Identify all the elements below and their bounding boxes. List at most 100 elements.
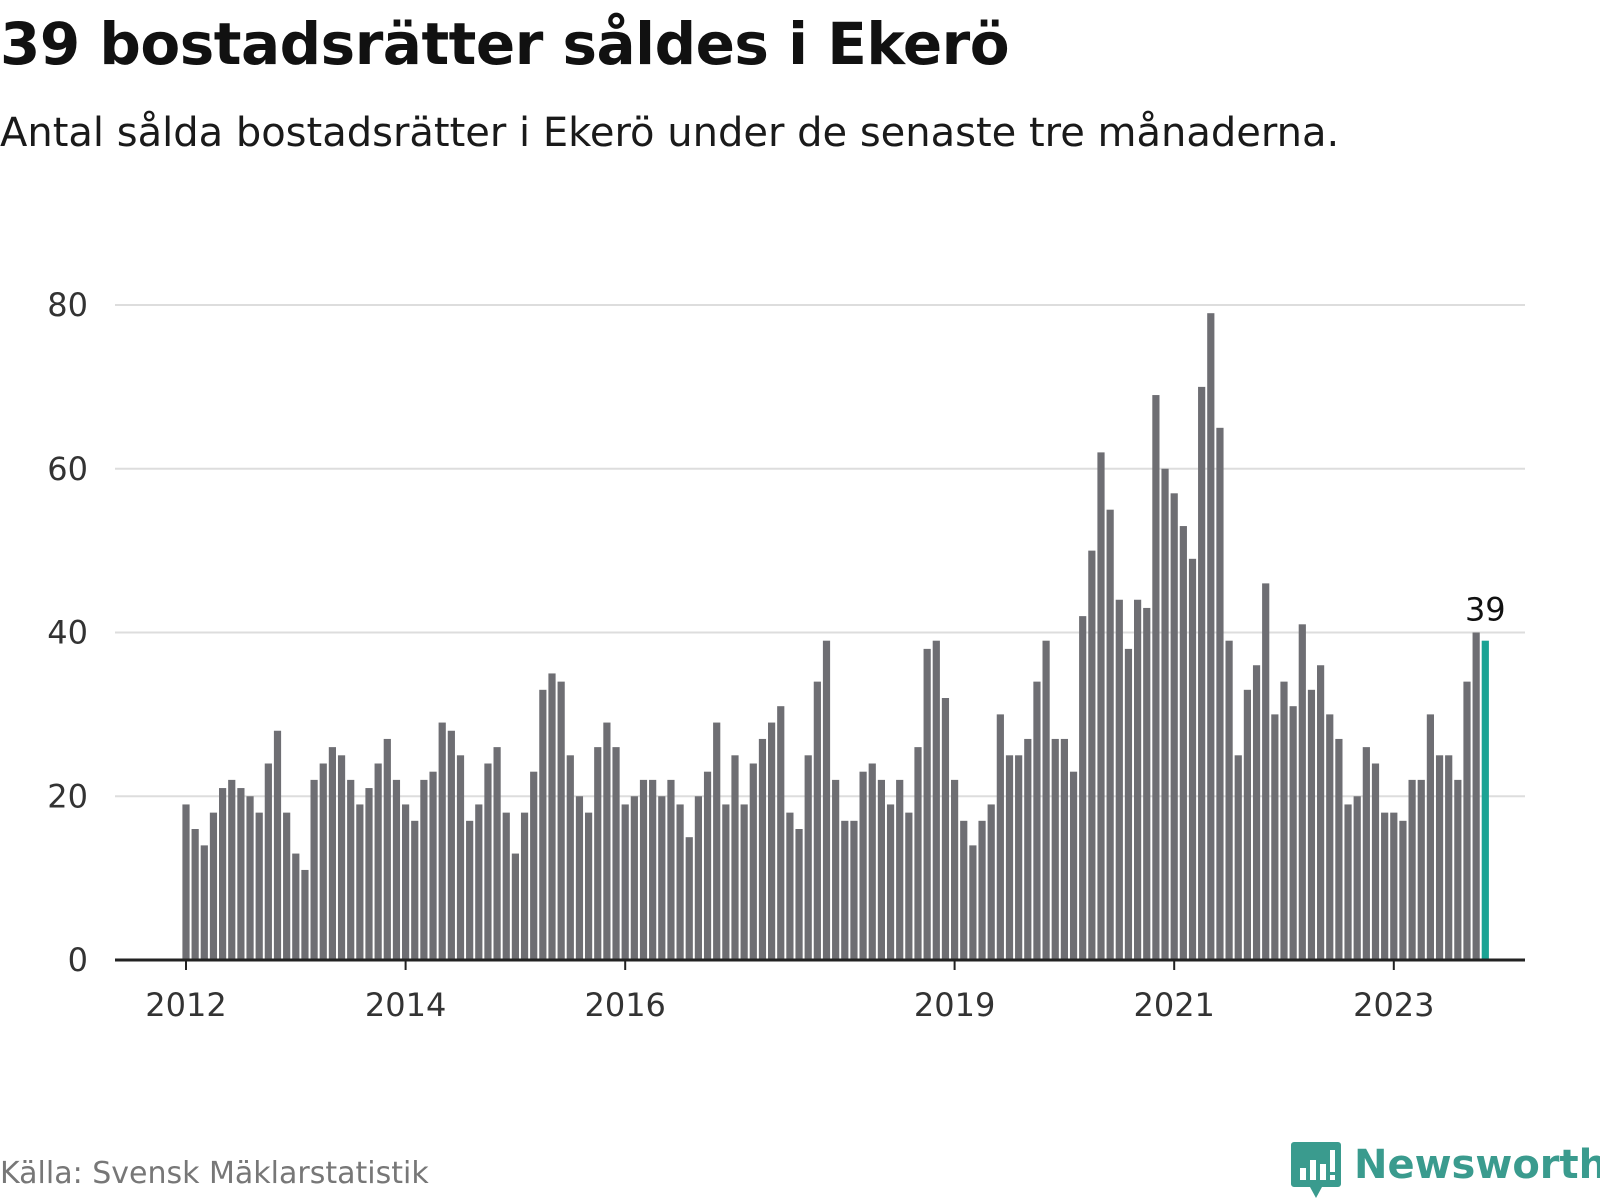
bar bbox=[1015, 755, 1023, 960]
bar bbox=[456, 755, 465, 960]
bar bbox=[1353, 796, 1361, 960]
bar bbox=[1317, 665, 1325, 960]
y-tick-label: 0 bbox=[68, 941, 88, 979]
y-axis-ticks: 0 20 40 60 80 bbox=[47, 286, 88, 979]
source-note: Källa: Svensk Mäklarstatistik bbox=[0, 1156, 429, 1191]
bar bbox=[1243, 689, 1251, 960]
bar bbox=[685, 837, 693, 960]
bar bbox=[447, 730, 455, 960]
bar bbox=[722, 804, 730, 960]
bar bbox=[264, 763, 272, 960]
bar bbox=[1042, 640, 1050, 960]
bar bbox=[758, 738, 767, 960]
bar bbox=[1234, 755, 1242, 960]
bar bbox=[255, 812, 263, 961]
bar bbox=[813, 681, 821, 961]
bar bbox=[639, 779, 648, 961]
bar bbox=[511, 853, 519, 960]
bar bbox=[402, 804, 410, 960]
bar bbox=[786, 812, 794, 961]
bar bbox=[859, 771, 867, 960]
bar bbox=[502, 812, 510, 961]
bar bbox=[703, 771, 712, 960]
bar bbox=[1417, 779, 1425, 961]
bar bbox=[658, 796, 666, 960]
bar bbox=[548, 673, 556, 960]
bar bbox=[1344, 804, 1352, 960]
bar bbox=[237, 788, 245, 960]
bar bbox=[1124, 648, 1133, 961]
bar bbox=[960, 820, 968, 960]
bar bbox=[768, 722, 776, 960]
bar bbox=[886, 804, 895, 960]
bars bbox=[182, 313, 1489, 961]
bar bbox=[649, 779, 657, 961]
bar bbox=[1152, 395, 1160, 960]
bar bbox=[740, 804, 748, 960]
bar bbox=[1307, 689, 1316, 960]
bar bbox=[996, 714, 1004, 961]
bar bbox=[575, 796, 584, 960]
bar bbox=[1326, 714, 1334, 961]
y-tick-label: 20 bbox=[47, 777, 88, 815]
bar bbox=[1161, 468, 1169, 960]
bar bbox=[713, 722, 721, 960]
bar bbox=[219, 788, 227, 960]
bar bbox=[905, 812, 913, 961]
newsworthy-logo-icon bbox=[1291, 1142, 1341, 1198]
bar bbox=[1170, 493, 1178, 960]
bar bbox=[731, 755, 739, 960]
bar bbox=[1371, 763, 1380, 960]
bar bbox=[374, 763, 382, 960]
chart-title: 39 bostadsrätter såldes i Ekerö bbox=[0, 10, 1010, 78]
bar bbox=[1079, 616, 1087, 961]
bar bbox=[1289, 706, 1297, 960]
bar bbox=[1069, 771, 1078, 960]
bar bbox=[941, 698, 950, 960]
bar bbox=[1252, 665, 1261, 960]
bar bbox=[1381, 812, 1389, 961]
bar bbox=[301, 869, 309, 960]
brand-logo[interactable]: Newsworthy bbox=[1290, 1140, 1600, 1200]
bar bbox=[621, 804, 629, 960]
bar bbox=[292, 853, 300, 960]
bar bbox=[777, 706, 785, 960]
x-tick-label: 2021 bbox=[1133, 986, 1214, 1024]
bar bbox=[603, 722, 611, 960]
bar bbox=[987, 804, 995, 960]
bar bbox=[1188, 558, 1197, 960]
bar bbox=[1216, 427, 1224, 960]
bar bbox=[585, 812, 593, 961]
bar bbox=[932, 640, 940, 960]
bar bbox=[877, 779, 885, 961]
bar bbox=[493, 747, 501, 961]
x-tick-label: 2016 bbox=[584, 986, 665, 1024]
bar bbox=[1298, 624, 1306, 960]
bar bbox=[438, 722, 446, 960]
bar bbox=[694, 796, 702, 960]
bar bbox=[1280, 681, 1288, 961]
bar bbox=[1463, 681, 1471, 961]
bar bbox=[1207, 313, 1215, 960]
bar bbox=[1435, 755, 1444, 960]
bar bbox=[1179, 526, 1187, 960]
bar bbox=[1399, 820, 1407, 960]
bar bbox=[246, 796, 254, 960]
bar bbox=[1445, 755, 1453, 960]
bar bbox=[1115, 599, 1123, 960]
bar bbox=[1051, 738, 1059, 960]
bar bbox=[1005, 755, 1014, 960]
bar bbox=[850, 820, 858, 960]
x-tick-label: 2019 bbox=[914, 986, 995, 1024]
bar bbox=[1143, 607, 1151, 960]
bar bbox=[566, 755, 574, 960]
bar bbox=[1060, 738, 1068, 960]
bar bbox=[667, 779, 675, 961]
bar bbox=[337, 755, 346, 960]
bar bbox=[319, 763, 327, 960]
bar bbox=[466, 820, 474, 960]
bar bbox=[1426, 714, 1434, 961]
bar bbox=[804, 755, 812, 960]
bar bbox=[392, 779, 401, 961]
